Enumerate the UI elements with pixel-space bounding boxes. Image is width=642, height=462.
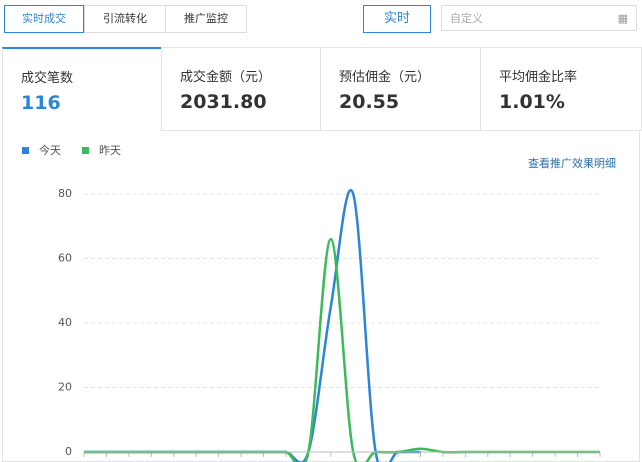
y-tick-label: 60 [58,252,72,265]
stat-label: 平均佣金比率 [499,70,578,85]
calendar-icon: ▦ [617,12,628,25]
tab[interactable]: 引流转化 [84,5,166,33]
stat-value: 116 [21,92,61,114]
stat-card[interactable]: 平均佣金比率 1.01% [480,47,642,131]
y-tick-label: 0 [65,445,72,458]
stat-card[interactable]: 成交金额（元） 2031.80 [161,47,321,131]
legend-label: 今天 [39,143,61,157]
stat-value: 20.55 [339,91,400,113]
stat-value: 2031.80 [180,91,267,113]
line-series [84,237,600,462]
date-input[interactable]: 自定义 ▦ [441,5,637,31]
y-tick-label: 80 [58,187,72,200]
stat-card[interactable]: 预估佣金（元） 20.55 [320,47,481,131]
y-tick-label: 20 [58,381,72,394]
stat-label: 成交笔数 [21,71,74,86]
line-series [84,189,421,462]
detail-link[interactable]: 查看推广效果明细 [528,157,616,170]
legend-swatch [82,147,89,154]
date-placeholder: 自定义 [450,12,483,25]
legend-swatch [22,147,29,154]
stat-card[interactable]: 成交笔数 116 [2,47,162,131]
y-tick-label: 40 [58,316,72,329]
legend-label: 昨天 [99,144,121,157]
stat-value: 1.01% [499,91,565,113]
stat-label: 成交金额（元） [180,70,272,85]
realtime-button[interactable]: 实时 [363,5,431,33]
tab[interactable]: 实时成交 [4,5,84,33]
tab[interactable]: 推广监控 [165,5,247,33]
stat-label: 预估佣金（元） [339,70,431,85]
